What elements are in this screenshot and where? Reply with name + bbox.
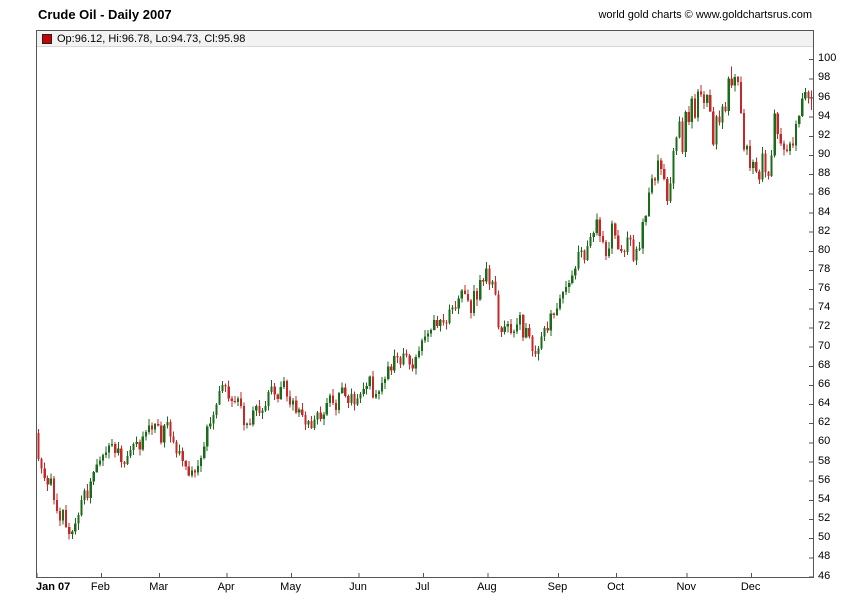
x-axis-label: Jul <box>415 581 430 593</box>
y-axis-label: 68 <box>818 358 831 371</box>
y-axis-label: 54 <box>818 492 831 505</box>
chart-title: Crude Oil - Daily 2007 <box>38 7 172 22</box>
x-axis-label: Sep <box>547 581 568 593</box>
legend-swatch-icon <box>42 33 52 44</box>
y-axis-label: 58 <box>818 454 831 467</box>
y-axis-label: 74 <box>818 301 831 314</box>
y-axis-label: 50 <box>818 531 831 544</box>
legend: Op:96.12, Hi:96.78, Lo:94.73, Cl:95.98 <box>37 31 813 47</box>
y-axis-label: 96 <box>818 90 831 103</box>
y-axis-label: 56 <box>818 473 831 486</box>
x-axis-label: May <box>280 581 301 593</box>
x-axis-label: Jan 07 <box>36 581 71 593</box>
y-axis-label: 88 <box>818 167 831 180</box>
y-axis-labels: 100 98 96 94 92 90 88 86 84 82 80 78 76 74 72 70 68 66 64 6… <box>818 0 850 616</box>
y-axis-label: 66 <box>818 377 831 390</box>
y-axis-label: 70 <box>818 339 831 352</box>
y-axis-label: 76 <box>818 282 831 295</box>
y-axis-label: 98 <box>818 71 831 84</box>
y-axis-label: 100 <box>818 52 837 65</box>
x-axis-label: Oct <box>607 581 625 593</box>
y-axis-label: 60 <box>818 435 831 448</box>
y-axis-label: 64 <box>818 397 831 410</box>
y-axis-label: 82 <box>818 224 831 237</box>
legend-label: Op:96.12, Hi:96.78, Lo:94.73, Cl:95.98 <box>57 32 246 45</box>
x-axis-label: Nov <box>676 581 697 593</box>
credit-text: world gold charts © www.goldchartsrus.co… <box>598 9 812 21</box>
y-axis-label: 78 <box>818 262 831 275</box>
x-axis-label: Aug <box>477 581 497 593</box>
y-axis-label: 92 <box>818 128 831 141</box>
y-axis-label: 72 <box>818 320 831 333</box>
y-axis-label: 46 <box>818 569 831 582</box>
y-axis-label: 94 <box>818 109 831 122</box>
x-axis-label: Dec <box>740 581 761 593</box>
y-axis-label: 48 <box>818 550 831 563</box>
plot-area: Op:96.12, Hi:96.78, Lo:94.73, Cl:95.98 <box>36 30 814 578</box>
candlestick-canvas <box>37 59 813 577</box>
y-axis-label: 80 <box>818 243 831 256</box>
x-axis-label: Jun <box>349 581 367 593</box>
y-axis-label: 62 <box>818 416 831 429</box>
x-axis-label: Mar <box>149 581 169 593</box>
x-axis-label: Apr <box>217 581 235 593</box>
y-axis-label: 86 <box>818 186 831 199</box>
x-axis-label: Feb <box>90 581 110 593</box>
y-axis-label: 84 <box>818 205 831 218</box>
y-axis-label: 90 <box>818 148 831 161</box>
x-axis-labels: Jan 07 Feb Mar Apr May Jun Jul Aug Sep Oct Nov Dec <box>36 581 816 597</box>
y-axis-label: 52 <box>818 512 831 525</box>
